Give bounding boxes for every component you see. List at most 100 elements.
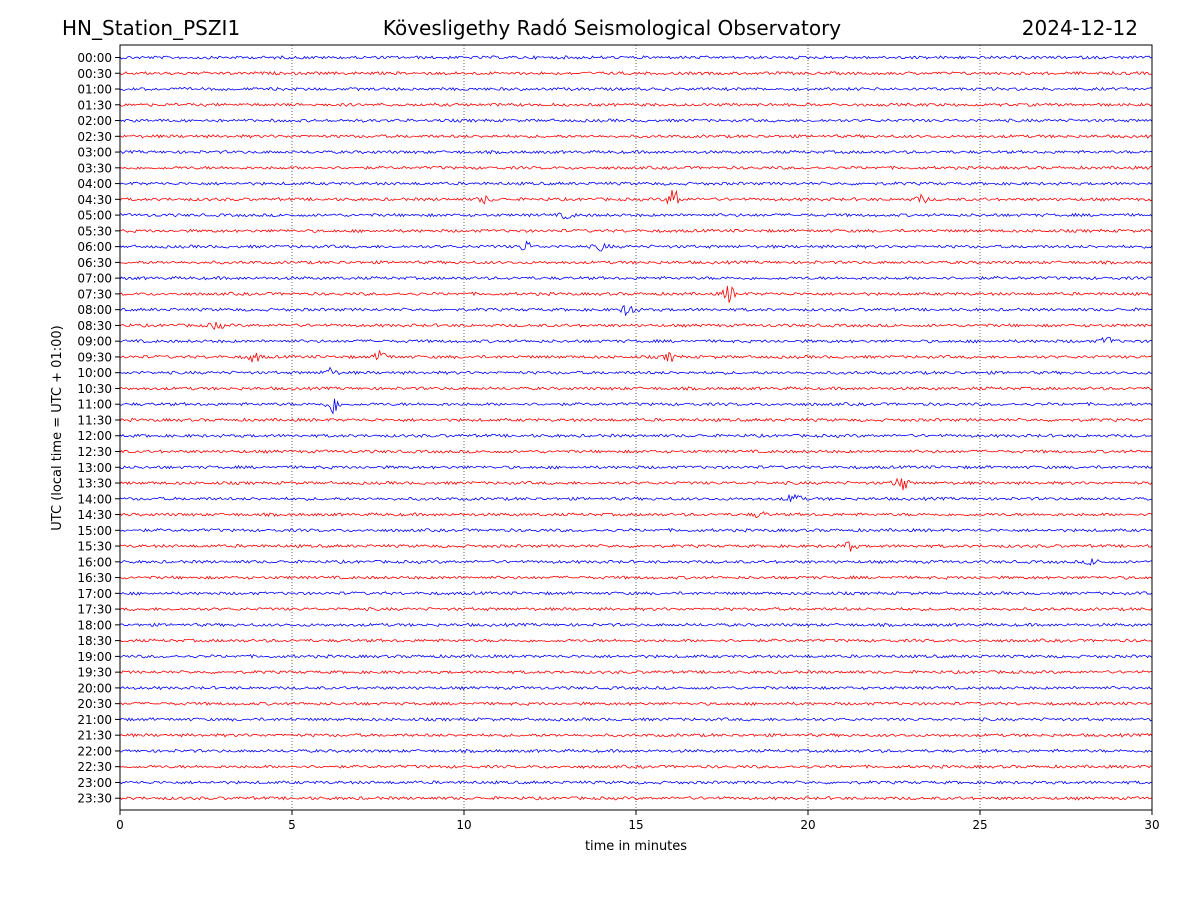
trace-04:30: [119, 189, 1153, 205]
y-tick-label: 16:30: [77, 571, 112, 585]
trace-03:30: [119, 165, 1153, 171]
y-tick-label: 18:30: [77, 634, 112, 648]
trace-17:00: [119, 591, 1153, 596]
trace-18:00: [119, 622, 1153, 628]
x-tick-label-25: 25: [972, 818, 987, 832]
trace-22:30: [119, 764, 1153, 769]
y-tick-label: 03:30: [77, 161, 112, 175]
trace-14:30: [119, 511, 1153, 519]
trace-05:30: [119, 228, 1153, 234]
y-tick-label: 22:00: [77, 744, 112, 758]
trace-21:00: [119, 717, 1153, 722]
trace-09:00: [119, 336, 1153, 344]
trace-13:00: [119, 464, 1153, 470]
trace-01:30: [119, 102, 1153, 108]
station-title: HN_Station_PSZI1: [62, 16, 240, 40]
trace-13:30: [119, 477, 1153, 491]
x-ticks: 0 5 10 15 20 25 30: [116, 810, 1160, 832]
trace-03:00: [119, 149, 1153, 155]
y-tick-label: 17:00: [77, 587, 112, 601]
y-tick-label: 23:00: [77, 776, 112, 790]
y-tick-label: 15:00: [77, 524, 112, 538]
y-tick-label: 17:30: [77, 603, 112, 617]
trace-18:30: [119, 638, 1153, 643]
y-tick-label: 16:00: [77, 555, 112, 569]
trace-02:30: [119, 134, 1153, 139]
seismogram-traces: [119, 55, 1153, 801]
y-tick-label: 23:30: [77, 792, 112, 806]
x-tick-label-20: 20: [800, 818, 815, 832]
y-tick-label: 09:00: [77, 335, 112, 349]
y-tick-label: 08:30: [77, 319, 112, 333]
trace-14:00: [119, 493, 1153, 502]
y-tick-label: 18:00: [77, 618, 112, 632]
y-tick-label: 11:30: [77, 413, 112, 427]
trace-06:30: [119, 260, 1153, 265]
y-axis-label: UTC (local time = UTC + 01:00): [50, 325, 65, 530]
y-tick-label: 13:30: [77, 477, 112, 491]
trace-19:00: [119, 653, 1153, 659]
x-axis-label: time in minutes: [585, 839, 687, 854]
y-tick-label: 12:30: [77, 445, 112, 459]
trace-07:30: [119, 285, 1153, 303]
trace-12:30: [119, 449, 1153, 454]
y-tick-label: 02:30: [77, 130, 112, 144]
y-tick-label: 05:00: [77, 209, 112, 223]
x-tick-label-10: 10: [456, 818, 471, 832]
trace-22:00: [119, 748, 1153, 754]
y-tick-label: 22:30: [77, 760, 112, 774]
y-tick-label: 01:00: [77, 83, 112, 97]
trace-02:00: [119, 118, 1153, 123]
y-tick-label: 13:00: [77, 461, 112, 475]
y-tick-label: 01:30: [77, 98, 112, 112]
trace-10:30: [119, 386, 1152, 391]
trace-20:30: [119, 701, 1153, 706]
trace-11:30: [119, 417, 1153, 423]
trace-15:30: [119, 541, 1153, 552]
observatory-title: Kövesligethy Radó Seismological Observat…: [383, 16, 841, 40]
y-tick-label: 19:00: [77, 650, 112, 664]
trace-20:00: [119, 685, 1153, 691]
trace-19:30: [119, 669, 1153, 675]
y-tick-label: 19:30: [77, 666, 112, 680]
trace-08:00: [119, 304, 1153, 317]
y-tick-label: 00:00: [77, 51, 112, 65]
trace-23:30: [119, 795, 1153, 801]
x-tick-label-15: 15: [628, 818, 643, 832]
y-tick-label: 06:00: [77, 240, 112, 254]
y-tick-label: 00:30: [77, 67, 112, 81]
y-tick-label: 15:30: [77, 540, 112, 554]
trace-16:00: [119, 558, 1153, 566]
plot-area: [120, 45, 1152, 810]
trace-00:30: [119, 70, 1153, 76]
trace-01:00: [119, 86, 1153, 92]
y-tick-label: 10:00: [77, 366, 112, 380]
y-tick-label: 20:00: [77, 681, 112, 695]
y-tick-label: 08:00: [77, 303, 112, 317]
trace-09:30: [119, 350, 1153, 363]
trace-04:00: [119, 181, 1153, 186]
y-tick-label: 04:00: [77, 177, 112, 191]
trace-17:30: [119, 606, 1153, 612]
trace-05:00: [119, 212, 1153, 220]
trace-00:00: [119, 55, 1153, 60]
y-tick-label: 09:30: [77, 350, 112, 364]
trace-23:00: [119, 780, 1153, 785]
trace-06:00: [119, 240, 1153, 252]
y-tick-label: 21:30: [77, 729, 112, 743]
y-tick-label: 07:30: [77, 287, 112, 301]
y-tick-label: 06:30: [77, 256, 112, 270]
plot-frame: [119, 44, 1153, 811]
x-tick-label-5: 5: [288, 818, 296, 832]
y-tick-label: 05:30: [77, 224, 112, 238]
date-title: 2024-12-12: [1022, 16, 1138, 40]
y-tick-label: 04:30: [77, 193, 112, 207]
trace-15:00: [119, 527, 1153, 533]
y-tick-label: 12:00: [77, 429, 112, 443]
y-tick-label: 03:00: [77, 146, 112, 160]
y-tick-label: 14:00: [77, 492, 112, 506]
y-tick-label: 21:00: [77, 713, 112, 727]
y-tick-label: 07:00: [77, 272, 112, 286]
trace-10:00: [119, 366, 1153, 376]
